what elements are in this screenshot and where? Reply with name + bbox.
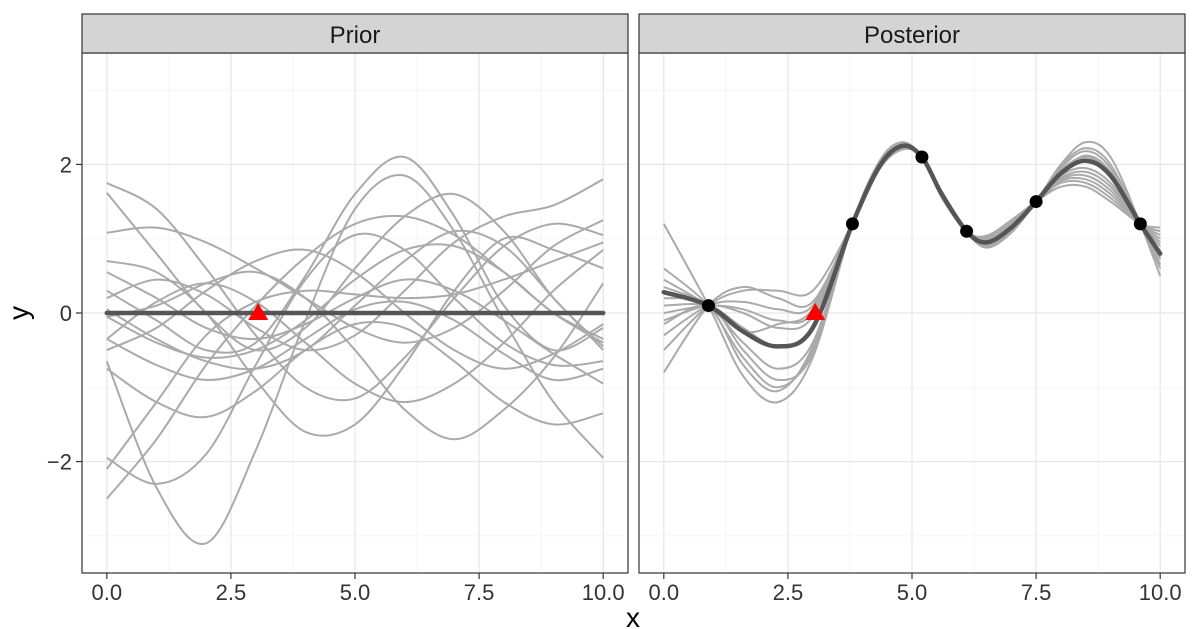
candidate-triangle-marker [248, 303, 269, 320]
x-tick-label: 5.0 [340, 580, 371, 605]
y-axis-title: y [3, 306, 34, 320]
sample-curve-16 [105, 173, 604, 546]
observation-point-6 [1133, 217, 1147, 231]
candidate-triangle-marker [805, 303, 826, 320]
x-tick-label: 7.5 [1021, 580, 1052, 605]
observation-point-4 [960, 224, 974, 238]
x-tick-label: 2.5 [773, 580, 804, 605]
mean-curve [661, 143, 1163, 349]
sample-curve-4 [106, 235, 604, 437]
sample-curve-8 [106, 270, 605, 441]
x-tick-label: 10.0 [1139, 580, 1182, 605]
observation-point-5 [1029, 195, 1043, 209]
x-tick-label: 2.5 [216, 580, 247, 605]
x-tick-label: 10.0 [582, 580, 625, 605]
x-tick-label: 0.0 [92, 580, 123, 605]
sample-curve-12 [106, 249, 604, 404]
sample-curve-3 [106, 219, 604, 344]
sample-curve-17 [106, 243, 604, 359]
observation-point-1 [701, 299, 715, 313]
sample-curve-7 [106, 229, 604, 371]
sample-curve-5 [106, 155, 604, 354]
sample-curve-14 [105, 241, 604, 470]
x-tick-label: 7.5 [464, 580, 495, 605]
sample-curve-18 [106, 271, 604, 385]
facet-strip [638, 13, 1186, 54]
panel-prior: Prior 0.0 2.5 5.0 7.5 10.0 −2 0 2 [47, 13, 629, 605]
x-tick-label: 0.0 [649, 580, 680, 605]
facet-strip [81, 13, 629, 54]
x-axis-title: x [626, 602, 640, 629]
sample-curve-9 [106, 300, 604, 382]
x-tick-label: 5.0 [897, 580, 928, 605]
y-tick-label: 0 [60, 301, 72, 326]
facet-strip-label: Posterior [864, 22, 960, 49]
observation-point-2 [845, 217, 859, 231]
sample-curve-11 [106, 321, 604, 426]
y-tick-label: 2 [60, 152, 72, 177]
y-tick-label: −2 [47, 450, 72, 475]
observation-point-3 [915, 150, 929, 164]
sample-curve-13 [106, 232, 604, 485]
facet-strip-label: Prior [330, 22, 381, 49]
panel-posterior: Posterior 0.0 2.5 5.0 7.5 10.0 [638, 13, 1186, 605]
sample-curve-10 [106, 248, 604, 370]
